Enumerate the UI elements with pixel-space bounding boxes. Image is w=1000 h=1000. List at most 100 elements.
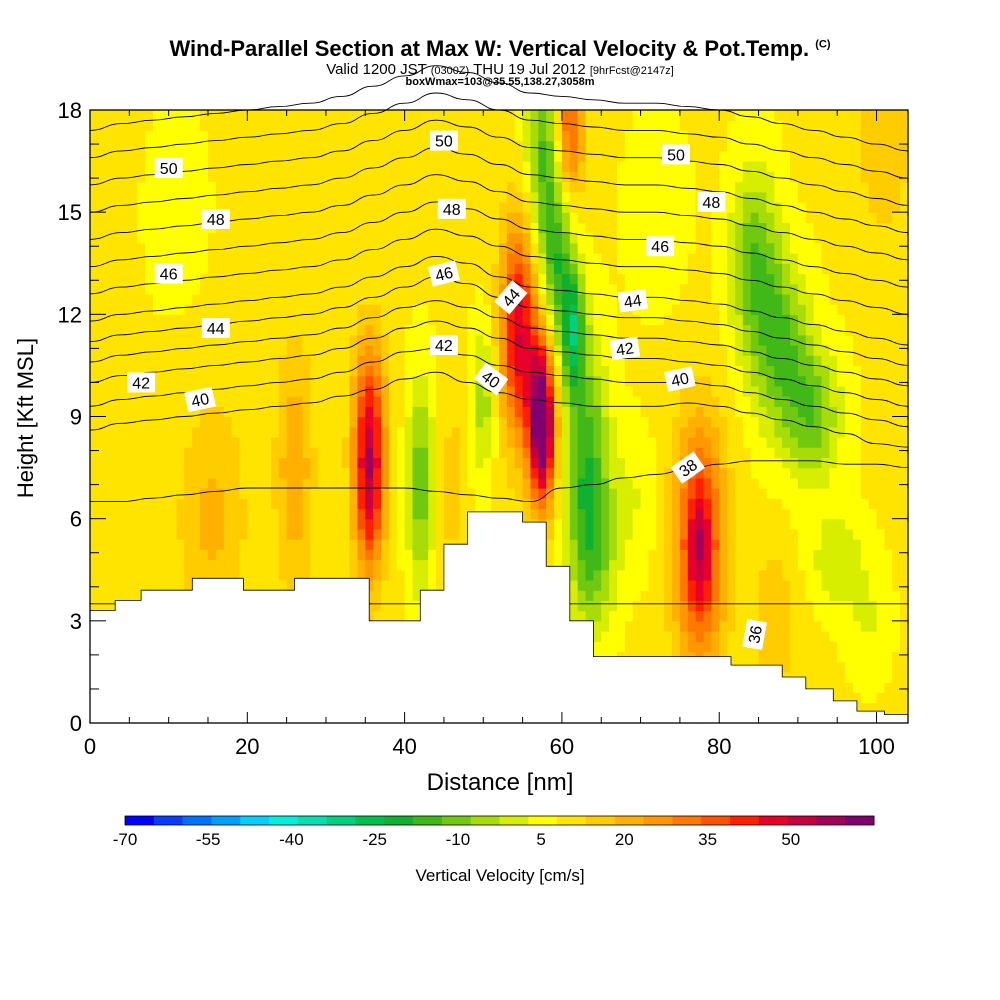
- velocity-cell: [459, 304, 469, 315]
- velocity-cell: [593, 518, 602, 530]
- velocity-cell: [152, 385, 162, 397]
- velocity-cell: [672, 283, 681, 295]
- velocity-cell: [585, 569, 594, 581]
- velocity-cell: [577, 436, 587, 448]
- velocity-cell: [483, 150, 492, 162]
- velocity-cell: [491, 212, 500, 223]
- velocity-cell: [546, 283, 555, 295]
- velocity-cell: [294, 110, 303, 121]
- velocity-cell: [624, 631, 634, 642]
- velocity-cell: [184, 283, 193, 295]
- velocity-cell: [207, 436, 217, 448]
- velocity-cell: [640, 375, 650, 387]
- velocity-cell: [270, 130, 280, 142]
- velocity-cell: [381, 539, 390, 550]
- velocity-cell: [719, 140, 728, 152]
- velocity-cell: [443, 355, 453, 367]
- velocity-cell: [365, 457, 374, 469]
- velocity-cell: [137, 579, 146, 591]
- velocity-cell: [499, 498, 508, 510]
- velocity-cell: [506, 181, 516, 193]
- velocity-cell: [491, 263, 500, 275]
- velocity-cell: [270, 334, 280, 346]
- velocity-cell: [703, 171, 712, 183]
- velocity-cell: [215, 447, 225, 458]
- velocity-cell: [412, 549, 421, 561]
- velocity-cell: [475, 150, 484, 162]
- velocity-cell: [200, 447, 209, 458]
- velocity-cell: [734, 559, 744, 571]
- velocity-cell: [569, 181, 579, 193]
- velocity-cell: [396, 344, 406, 356]
- velocity-cell: [719, 631, 728, 642]
- velocity-cell: [373, 549, 382, 561]
- velocity-cell: [223, 457, 233, 469]
- velocity-cell: [404, 171, 414, 183]
- velocity-cell: [129, 191, 138, 203]
- velocity-cell: [302, 477, 311, 489]
- velocity-cell: [499, 110, 508, 121]
- velocity-cell: [215, 569, 225, 581]
- velocity-cell: [278, 161, 288, 172]
- velocity-cell: [695, 590, 705, 601]
- velocity-cell: [373, 161, 382, 172]
- velocity-cell: [506, 426, 516, 438]
- velocity-cell: [318, 375, 327, 387]
- velocity-cell: [695, 365, 705, 377]
- velocity-cell: [483, 426, 492, 438]
- velocity-cell: [648, 324, 657, 336]
- velocity-cell: [341, 191, 351, 203]
- velocity-cell: [514, 436, 524, 448]
- velocity-cell: [388, 222, 398, 234]
- velocity-cell: [656, 610, 665, 622]
- velocity-cell: [577, 181, 587, 193]
- velocity-cell: [184, 263, 193, 275]
- velocity-cell: [648, 641, 657, 653]
- velocity-cell: [727, 579, 736, 591]
- velocity-cell: [333, 569, 343, 581]
- velocity-cell: [695, 161, 705, 172]
- velocity-cell: [341, 344, 351, 356]
- velocity-cell: [90, 191, 99, 203]
- velocity-cell: [160, 477, 170, 489]
- velocity-cell: [207, 130, 217, 142]
- velocity-cell: [577, 110, 587, 121]
- velocity-cell: [263, 110, 272, 121]
- velocity-cell: [648, 631, 657, 642]
- velocity-cell: [325, 396, 335, 407]
- velocity-cell: [263, 457, 272, 469]
- velocity-cell: [184, 171, 193, 183]
- velocity-cell: [593, 477, 602, 489]
- velocity-cell: [105, 161, 115, 172]
- velocity-cell: [215, 467, 225, 479]
- velocity-cell: [318, 263, 327, 275]
- velocity-cell: [420, 436, 429, 448]
- velocity-cell: [577, 293, 587, 305]
- velocity-cell: [207, 539, 217, 550]
- velocity-cell: [318, 416, 327, 428]
- velocity-cell: [168, 426, 178, 438]
- velocity-cell: [561, 498, 571, 510]
- velocity-cell: [373, 539, 382, 550]
- velocity-cell: [514, 396, 524, 407]
- velocity-cell: [420, 253, 429, 264]
- velocity-cell: [381, 528, 390, 540]
- velocity-cell: [357, 467, 366, 479]
- velocity-cell: [404, 559, 414, 571]
- velocity-cell: [648, 201, 657, 213]
- velocity-cell: [711, 222, 720, 234]
- velocity-cell: [152, 283, 162, 295]
- velocity-cell: [90, 467, 99, 479]
- velocity-cell: [105, 140, 115, 152]
- velocity-cell: [310, 488, 319, 499]
- velocity-cell: [310, 161, 319, 172]
- velocity-cell: [616, 600, 626, 612]
- velocity-cell: [577, 304, 587, 315]
- velocity-cell: [215, 436, 225, 448]
- velocity-cell: [270, 365, 280, 377]
- velocity-cell: [341, 283, 351, 295]
- velocity-cell: [90, 406, 99, 418]
- velocity-cell: [616, 324, 626, 336]
- velocity-cell: [105, 110, 115, 121]
- velocity-cell: [129, 355, 138, 367]
